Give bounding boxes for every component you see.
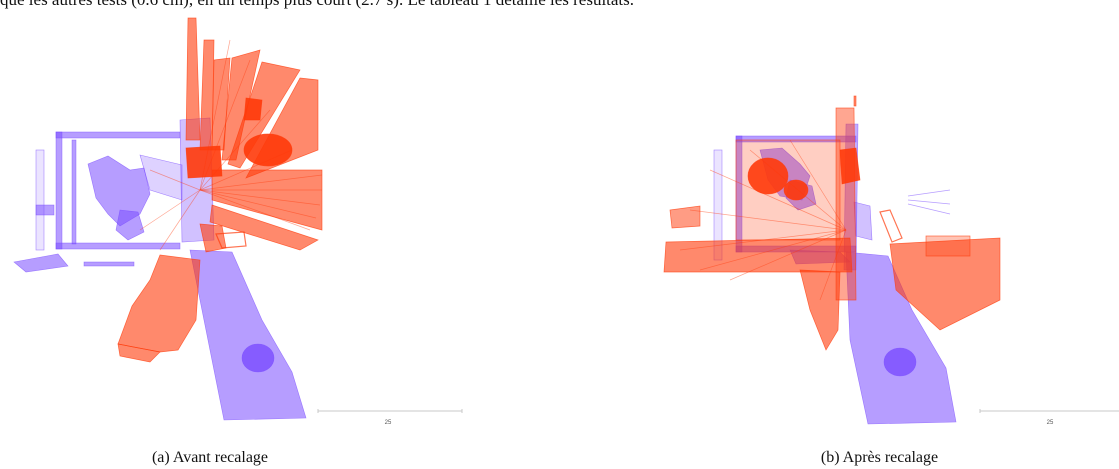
source-cloud-a (117, 17, 323, 363)
scale-bar-b: 25 (979, 409, 1119, 426)
target-rays-b (907, 189, 951, 215)
target-cloud-a (13, 117, 307, 421)
scale-bar-a: 25 (317, 409, 463, 426)
figure-caption-b: (b) Après recalage (820, 449, 939, 466)
scale-bar-label-b: 25 (1047, 420, 1054, 426)
figure-caption-a: (a) Avant recalage (151, 449, 269, 466)
figure-b: 25 (b) Après recalage (640, 0, 1119, 469)
paper-body-text: que les autres tests (0.6 cm), en un tem… (0, 0, 1119, 10)
scan-rays-b (679, 139, 847, 301)
point-cloud-plot-b: 25 (663, 95, 1119, 426)
scan-rays-a (139, 39, 323, 251)
figure-a: 25 (a) Avant recalage (0, 0, 480, 469)
source-cloud-b (663, 95, 1001, 351)
scale-bar-label-a: 25 (385, 420, 392, 426)
point-cloud-plot-a: 25 (13, 17, 463, 426)
